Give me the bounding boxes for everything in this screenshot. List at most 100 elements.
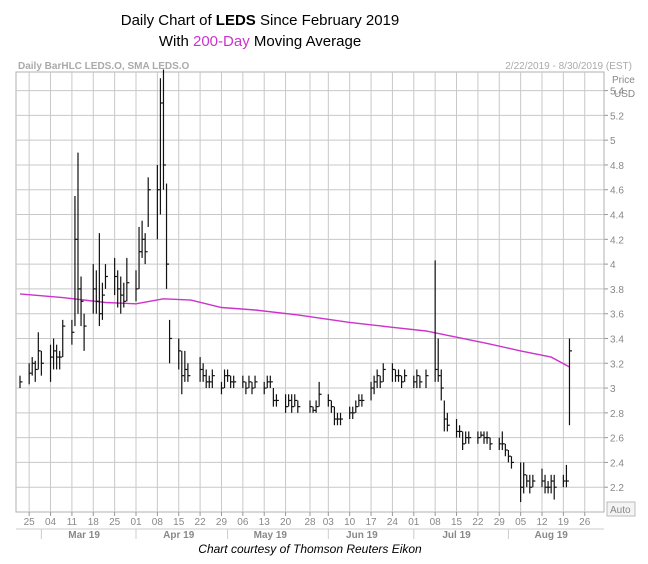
price-bar: [62, 319, 66, 358]
price-bar: [272, 388, 276, 407]
price-bar: [120, 276, 124, 314]
price-bar: [382, 363, 386, 382]
x-tick-label: 19: [558, 517, 570, 528]
sma-period-highlight: 200-Day: [193, 33, 250, 50]
price-bar: [541, 468, 545, 488]
x-tick-label: 01: [130, 517, 142, 528]
price-bar: [135, 270, 139, 302]
price-bar: [498, 437, 502, 451]
price-bar: [504, 443, 508, 457]
price-bar: [294, 394, 298, 407]
price-bar: [275, 394, 279, 407]
price-bar: [101, 282, 105, 320]
y-tick-label: 4.6: [610, 186, 624, 197]
title-line-2: With 200-Day Moving Average: [158, 33, 362, 50]
price-bar: [437, 338, 441, 382]
x-tick-label: 01: [408, 517, 420, 528]
y-tick-label: 3.4: [610, 334, 624, 345]
price-bar: [480, 431, 484, 438]
price-bar: [318, 381, 322, 407]
month-label: Jul 19: [442, 530, 471, 541]
price-bar: [28, 363, 32, 385]
price-bar: [425, 369, 429, 389]
price-bar: [550, 474, 554, 494]
price-bar: [40, 350, 44, 376]
price-bar: [404, 369, 408, 382]
y-tick-label: 2.2: [610, 483, 624, 494]
x-tick-label: 05: [515, 517, 527, 528]
x-tick-label: 22: [195, 517, 207, 528]
y-tick-label: 5.4: [610, 87, 624, 98]
price-bar: [208, 375, 212, 389]
price-bar: [156, 164, 160, 240]
price-bar: [291, 394, 295, 413]
price-bar: [330, 400, 334, 413]
price-bar: [181, 350, 185, 395]
x-tick-label: 17: [365, 517, 377, 528]
price-bar: [223, 369, 228, 389]
y-tick-label: 2.8: [610, 409, 624, 420]
x-tick-label: 12: [536, 517, 548, 528]
price-bar: [501, 431, 505, 451]
price-bar: [83, 313, 87, 351]
x-tick-label: 24: [387, 517, 399, 528]
price-bar: [168, 319, 173, 364]
x-tick-label: 15: [451, 517, 463, 528]
title-line-1: Daily Chart of LEDS Since February 2019: [120, 12, 400, 29]
price-bar: [123, 282, 127, 308]
x-tick-label: 26: [579, 517, 591, 528]
price-bar: [245, 381, 249, 395]
price-bar: [468, 431, 472, 444]
price-bar: [315, 400, 319, 413]
y-tick-label: 2.4: [610, 458, 624, 469]
price-bar: [477, 431, 481, 444]
price-bar: [547, 481, 551, 494]
price-bar: [80, 276, 84, 327]
price-bar: [184, 350, 188, 382]
price-bar: [31, 357, 35, 376]
y-tick-label: 3.2: [610, 359, 624, 370]
price-bar: [199, 357, 203, 382]
month-label: Mar 19: [68, 530, 100, 541]
price-bar: [532, 474, 536, 488]
price-bar: [376, 369, 380, 389]
series-legend: Daily BarHLC LEDS.O, SMA LEDS.O: [18, 61, 190, 72]
auto-scale-box[interactable]: [606, 501, 636, 517]
price-bar: [336, 412, 340, 426]
price-bar: [397, 369, 402, 382]
price-bar: [370, 381, 374, 401]
price-bar: [220, 381, 224, 395]
price-bar: [104, 264, 108, 289]
y-tick-label: 4: [610, 260, 616, 271]
price-bar: [446, 412, 450, 432]
ticker-symbol: LEDS: [215, 12, 256, 29]
price-bar: [312, 406, 316, 413]
price-bar: [230, 375, 234, 389]
price-bar: [77, 152, 81, 314]
price-bar: [458, 425, 463, 438]
price-bar: [187, 363, 191, 382]
month-label: Jun 19: [346, 530, 378, 541]
price-bar: [178, 338, 182, 370]
price-bar: [141, 220, 145, 258]
price-bar: [483, 431, 487, 444]
y-axis-unit: USD: [614, 89, 635, 100]
price-bar: [251, 381, 255, 395]
price-bar: [465, 431, 469, 444]
price-bar: [297, 400, 301, 413]
sma-line: [19, 293, 570, 368]
price-bar: [394, 369, 398, 382]
x-tick-label: 11: [67, 517, 78, 528]
y-tick-label: 3.8: [610, 285, 624, 296]
price-bar: [526, 474, 530, 488]
price-bar: [333, 406, 337, 426]
price-bar: [254, 375, 258, 389]
price-bar: [233, 375, 237, 389]
date-range: 2/22/2019 - 8/30/2019 (EST): [505, 61, 632, 72]
price-bar: [327, 394, 331, 407]
y-tick-label: 5.2: [610, 111, 624, 122]
price-bar: [284, 394, 289, 413]
x-tick-label: 29: [494, 517, 506, 528]
price-bar: [486, 431, 490, 444]
